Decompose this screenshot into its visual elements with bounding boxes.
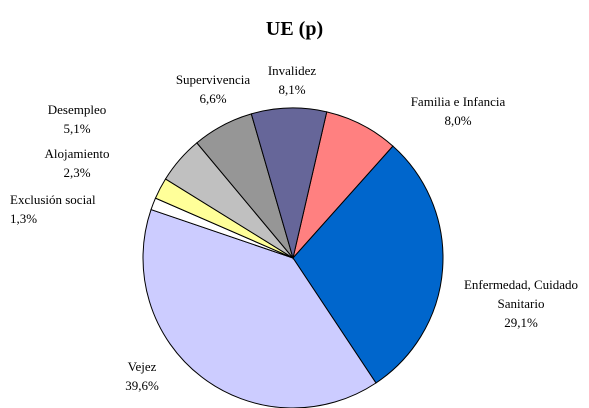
slice-label: Alojamiento 2,3% [32,144,122,182]
label-value: 8,1% [278,82,306,97]
pie-slice [142,208,377,408]
label-value: 39,6% [125,378,159,393]
slice-label: Enfermedad, Cuidado Sanitario 29,1% [448,275,589,332]
pie-slice [292,145,444,384]
label-name: Familia e Infancia [410,94,506,109]
label-name: Exclusión social [10,192,96,207]
slice-label: Invalidez 8,1% [252,61,332,99]
label-name: Enfermedad, Cuidado Sanitario [463,277,579,311]
pie-slice [250,107,328,260]
slice-label: Desempleo 5,1% [32,100,122,138]
label-value: 5,1% [63,121,91,136]
label-value: 8,0% [444,113,472,128]
slice-label: Exclusión social 1,3% [10,190,150,228]
slice-label: Familia e Infancia 8,0% [403,92,513,130]
label-name: Invalidez [267,63,317,78]
label-name: Supervivencia [175,72,251,87]
label-value: 2,3% [63,165,91,180]
label-value: 1,3% [10,211,38,226]
label-name: Desempleo [47,102,107,117]
label-value: 29,1% [504,315,538,330]
label-name: Vejez [127,359,157,374]
label-value: 6,6% [199,91,227,106]
chart-title: UE (p) [265,18,324,40]
slice-label: Vejez 39,6% [102,357,182,395]
slice-label: Supervivencia 6,6% [163,70,263,108]
label-name: Alojamiento [44,146,110,161]
